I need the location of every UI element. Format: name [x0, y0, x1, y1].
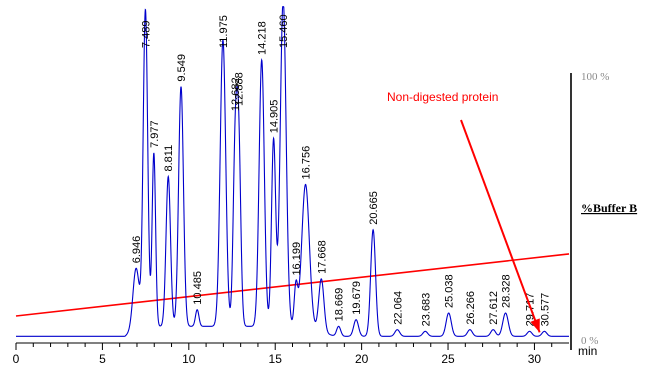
x-tick-label: 5 — [99, 352, 106, 366]
chromatogram-trace — [16, 6, 569, 337]
right-axis: 100 % 0 % %Buffer B min — [570, 71, 637, 358]
peak-label: 25.038 — [444, 274, 456, 308]
peak-label: 8.811 — [163, 145, 175, 172]
peak-label: 6.946 — [131, 236, 143, 264]
axes: 0 5 10 15 20 25 30 — [13, 342, 569, 366]
peak-label: 16.199 — [291, 242, 303, 276]
peak-label: 17.668 — [316, 240, 328, 274]
x-tick-label: 20 — [355, 352, 369, 366]
x-tick-label: 30 — [528, 352, 542, 366]
peak-label: 11.975 — [218, 15, 230, 48]
x-tick-label: 10 — [182, 352, 196, 366]
peak-label: 23.683 — [420, 293, 432, 327]
peak-label: 30.577 — [539, 293, 551, 327]
x-axis-unit-label: min — [578, 344, 597, 358]
peak-label: 16.756 — [301, 146, 313, 180]
peak-label: 10.485 — [192, 271, 204, 305]
peak-label: 14.218 — [257, 21, 269, 55]
gradient-line — [15, 253, 570, 317]
annotation-arrow-head — [530, 318, 540, 333]
peak-label: 26.266 — [465, 291, 477, 325]
peak-label: 18.669 — [334, 288, 346, 322]
peak-label: 22.064 — [392, 291, 404, 325]
right-axis-top-label: 100 % — [581, 71, 609, 83]
peak-label: 12.888 — [234, 72, 246, 106]
trace-layer — [16, 6, 569, 337]
peak-label: 12.682 — [230, 77, 242, 111]
x-tick-label: 0 — [13, 352, 20, 366]
peak-label: 28.328 — [501, 274, 513, 308]
peak-label: 27.612 — [488, 291, 500, 325]
annotation-layer: Non-digested protein — [387, 90, 541, 333]
peak-label: 14.905 — [269, 100, 281, 134]
peak-label: 7.977 — [149, 120, 161, 148]
peak-label: 15.460 — [278, 14, 290, 48]
right-axis-title: %Buffer B — [581, 201, 637, 215]
x-tick-label: 25 — [441, 352, 455, 366]
annotation-text: Non-digested protein — [387, 90, 498, 104]
gradient-layer — [15, 253, 570, 317]
peak-label: 7.489 — [140, 20, 152, 48]
right-axis-bottom-label: 0 % — [581, 335, 598, 347]
peak-label: 19.679 — [351, 281, 363, 315]
annotation-arrow-line — [460, 119, 541, 333]
peak-label: 20.665 — [368, 191, 380, 225]
peak-label: 9.549 — [176, 54, 188, 82]
x-tick-label: 15 — [269, 352, 283, 366]
